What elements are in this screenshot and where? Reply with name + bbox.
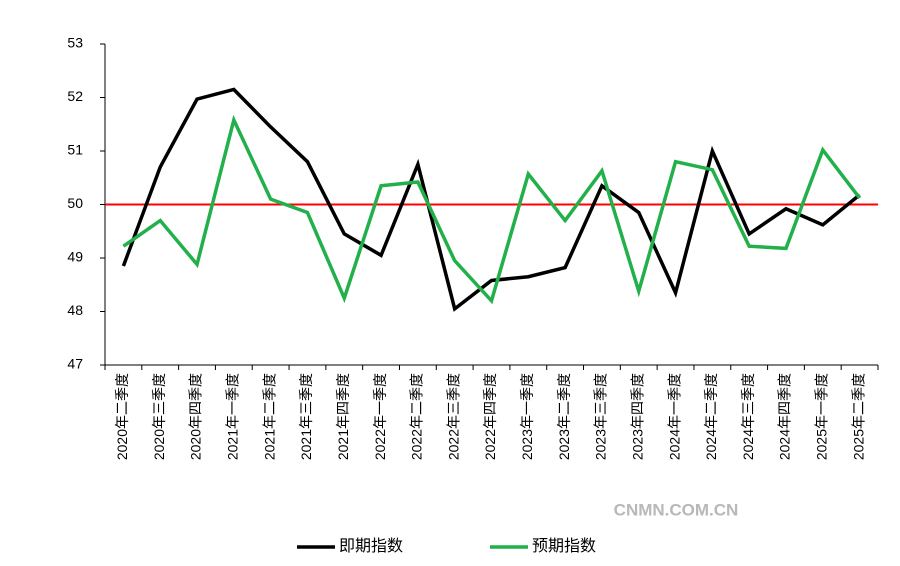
legend-label: 即期指数 (339, 537, 403, 555)
x-tick-label: 2020年二季度 (114, 373, 130, 460)
x-tick-label: 2023年二季度 (556, 373, 572, 460)
x-tick-label: 2022年一季度 (372, 373, 388, 460)
x-tick-label: 2022年二季度 (409, 373, 425, 460)
x-tick-label: 2020年四季度 (188, 373, 204, 460)
x-tick-label: 2024年四季度 (777, 373, 793, 460)
x-tick-label: 2021年二季度 (261, 373, 277, 460)
x-tick-label: 2022年四季度 (482, 373, 498, 460)
y-tick-label: 50 (67, 195, 83, 211)
y-tick-label: 53 (67, 35, 83, 51)
x-tick-label: 2022年三季度 (445, 373, 461, 460)
x-tick-label: 2025年一季度 (813, 373, 829, 460)
x-tick-label: 2023年四季度 (629, 373, 645, 460)
x-tick-label: 2023年三季度 (593, 373, 609, 460)
x-tick-label: 2025年二季度 (850, 373, 866, 460)
y-tick-label: 48 (67, 302, 83, 318)
y-tick-label: 52 (67, 88, 83, 104)
x-tick-label: 2024年一季度 (666, 373, 682, 460)
y-tick-label: 47 (67, 356, 83, 372)
y-tick-label: 49 (67, 249, 83, 265)
x-tick-label: 2021年一季度 (225, 373, 241, 460)
series-line (121, 87, 861, 312)
x-tick-label: 2020年三季度 (151, 373, 167, 460)
y-tick-label: 51 (67, 142, 83, 158)
x-tick-label: 2023年一季度 (519, 373, 535, 460)
x-tick-label: 2024年二季度 (703, 373, 719, 460)
x-tick-label: 2021年四季度 (335, 373, 351, 460)
x-tick-label: 2024年三季度 (740, 373, 756, 460)
x-tick-label: 2021年三季度 (298, 373, 314, 460)
watermark: CNMN.COM.CN (614, 500, 739, 519)
legend-label: 预期指数 (532, 537, 596, 555)
series-line (122, 114, 861, 305)
